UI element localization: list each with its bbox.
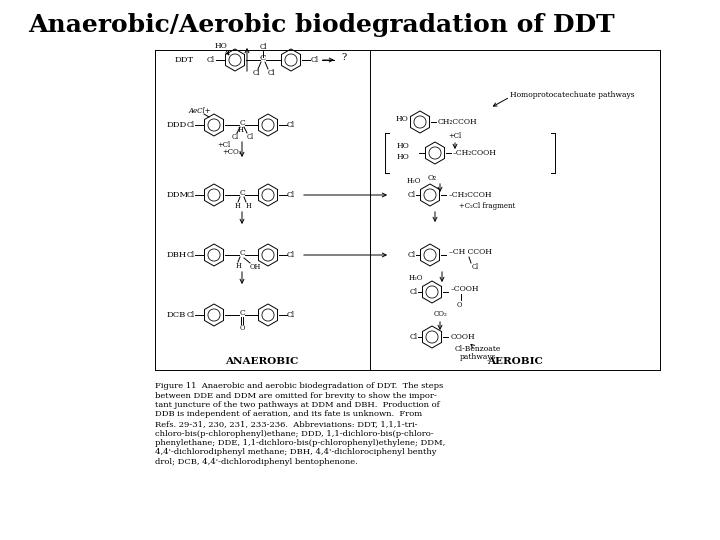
Text: CO₂: CO₂ [433, 310, 447, 318]
Text: Cl: Cl [410, 288, 418, 296]
Text: Cl: Cl [408, 251, 416, 259]
Text: O: O [239, 324, 245, 332]
Text: Cl: Cl [207, 56, 215, 64]
Text: OH: OH [249, 263, 261, 271]
Text: Cl: Cl [287, 191, 295, 199]
Text: –CH CCOH: –CH CCOH [449, 248, 492, 256]
Text: +Cl: +Cl [217, 141, 230, 149]
Text: Cl-Benzoate: Cl-Benzoate [455, 345, 501, 353]
Text: COOH: COOH [451, 333, 476, 341]
Text: +CO₂: +CO₂ [222, 148, 242, 156]
Text: Cl: Cl [287, 311, 295, 319]
Text: H: H [245, 202, 251, 210]
Text: Cl: Cl [259, 43, 266, 51]
Text: H₂O: H₂O [409, 274, 423, 282]
Text: +Cl: +Cl [449, 132, 462, 140]
Text: C: C [239, 119, 245, 127]
Text: C: C [260, 54, 266, 62]
Text: phenylethane; DDE, 1,1-dichloro-bis(p-chlorophenyl)ethylene; DDM,: phenylethane; DDE, 1,1-dichloro-bis(p-ch… [155, 439, 445, 447]
Text: +C₂Cl fragment: +C₂Cl fragment [459, 202, 516, 210]
Text: Homoprotocatechuate pathways: Homoprotocatechuate pathways [510, 91, 634, 99]
Text: HO: HO [395, 115, 408, 123]
Text: H₂O: H₂O [407, 177, 421, 185]
Text: Cl: Cl [246, 133, 253, 141]
Text: –CH₂COOH: –CH₂COOH [453, 149, 497, 157]
Text: AEROBIC: AEROBIC [487, 357, 543, 367]
Text: Cl: Cl [410, 333, 418, 341]
Text: Cl: Cl [231, 133, 238, 141]
Text: H: H [238, 126, 244, 134]
Text: –COOH: –COOH [451, 285, 480, 293]
Text: Cl: Cl [252, 69, 260, 77]
Text: C: C [239, 189, 245, 197]
Text: DDB is independent of aeration, and its fate is unknown.  From: DDB is independent of aeration, and its … [155, 410, 422, 418]
Text: Cl: Cl [472, 263, 479, 271]
Text: 4,4'-dichlorodiphenyl methane; DBH, 4,4'-dichlorociphenyl benthy: 4,4'-dichlorodiphenyl methane; DBH, 4,4'… [155, 449, 436, 456]
Text: Cl: Cl [408, 191, 416, 199]
Text: C: C [239, 309, 245, 317]
Text: drol; DCB, 4,4'-dichlorodiphenyl bentophenone.: drol; DCB, 4,4'-dichlorodiphenyl bentoph… [155, 458, 358, 466]
Text: ANAEROBIC: ANAEROBIC [225, 357, 299, 367]
Text: DCB: DCB [167, 311, 186, 319]
Text: tant juncture of the two pathways at DDM and DBH.  Production of: tant juncture of the two pathways at DDM… [155, 401, 440, 409]
Text: DBH: DBH [167, 251, 187, 259]
Text: ?: ? [341, 52, 346, 62]
Text: AeCl+: AeCl+ [189, 107, 211, 115]
Text: CH₂CCOH: CH₂CCOH [438, 118, 477, 126]
Text: H: H [234, 202, 240, 210]
Text: Figure 11  Anaerobic and aerobic biodegradation of DDT.  The steps: Figure 11 Anaerobic and aerobic biodegra… [155, 382, 444, 390]
Text: DDT: DDT [175, 56, 194, 64]
Text: Cl: Cl [311, 56, 319, 64]
Text: Cl: Cl [187, 191, 195, 199]
Text: –CH₃CCOH: –CH₃CCOH [449, 191, 492, 199]
Text: pathways: pathways [460, 353, 496, 361]
Text: HO: HO [397, 142, 410, 150]
Text: Refs. 29-31, 230, 231, 233-236.  Abbreviations: DDT, 1,1,1-tri-: Refs. 29-31, 230, 231, 233-236. Abbrevia… [155, 420, 418, 428]
Text: DDM: DDM [167, 191, 189, 199]
Text: Cl: Cl [287, 121, 295, 129]
Text: O₂: O₂ [428, 174, 436, 182]
Text: between DDE and DDM are omitted for brevity to show the impor-: between DDE and DDM are omitted for brev… [155, 392, 437, 400]
Text: Cl: Cl [187, 311, 195, 319]
Text: Anaerobic/Aerobic biodegradation of DDT: Anaerobic/Aerobic biodegradation of DDT [28, 13, 615, 37]
Text: Cl: Cl [267, 69, 275, 77]
Text: H: H [235, 262, 241, 270]
Text: Cl: Cl [187, 121, 195, 129]
Text: chloro-bis(p-chlorophenyl)ethane; DDD, 1,1-dichloro-bis(p-chloro-: chloro-bis(p-chlorophenyl)ethane; DDD, 1… [155, 429, 433, 437]
Text: O: O [456, 301, 462, 309]
Text: Cl: Cl [287, 251, 295, 259]
Text: HO: HO [397, 153, 410, 161]
Text: HO: HO [215, 42, 228, 50]
Text: C: C [239, 249, 245, 257]
Text: DDD: DDD [167, 121, 187, 129]
Text: Cl: Cl [187, 251, 195, 259]
